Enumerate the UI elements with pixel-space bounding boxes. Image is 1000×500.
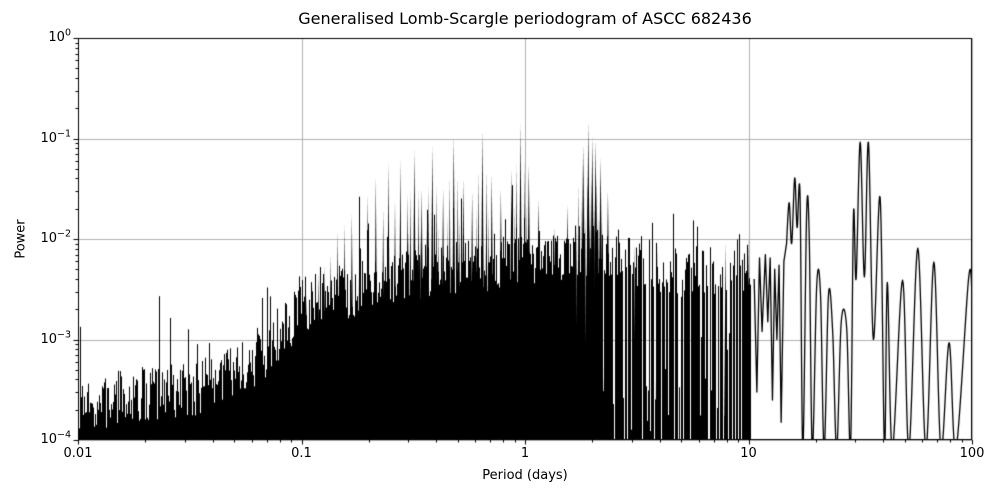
y-tick-label-10^−4: 10−4 — [40, 429, 71, 447]
y-tick-label-10^−1: 10−1 — [40, 127, 71, 146]
x-tick-label-0.01: 0.01 — [63, 446, 93, 461]
y-tick-label-10^−3: 10−3 — [40, 328, 71, 347]
chart-title: Generalised Lomb-Scargle periodogram of … — [298, 9, 752, 28]
x-tick-label-0.1: 0.1 — [291, 446, 312, 461]
x-tick-label-1: 1 — [520, 446, 530, 461]
x-tick-label-100: 100 — [959, 446, 985, 461]
y-tick-label-10^−2: 10−2 — [40, 228, 71, 246]
y-tick-label-10^0: 100 — [48, 27, 71, 45]
x-axis-label: Period (days) — [482, 468, 568, 483]
x-tick-label-10: 10 — [740, 446, 757, 461]
